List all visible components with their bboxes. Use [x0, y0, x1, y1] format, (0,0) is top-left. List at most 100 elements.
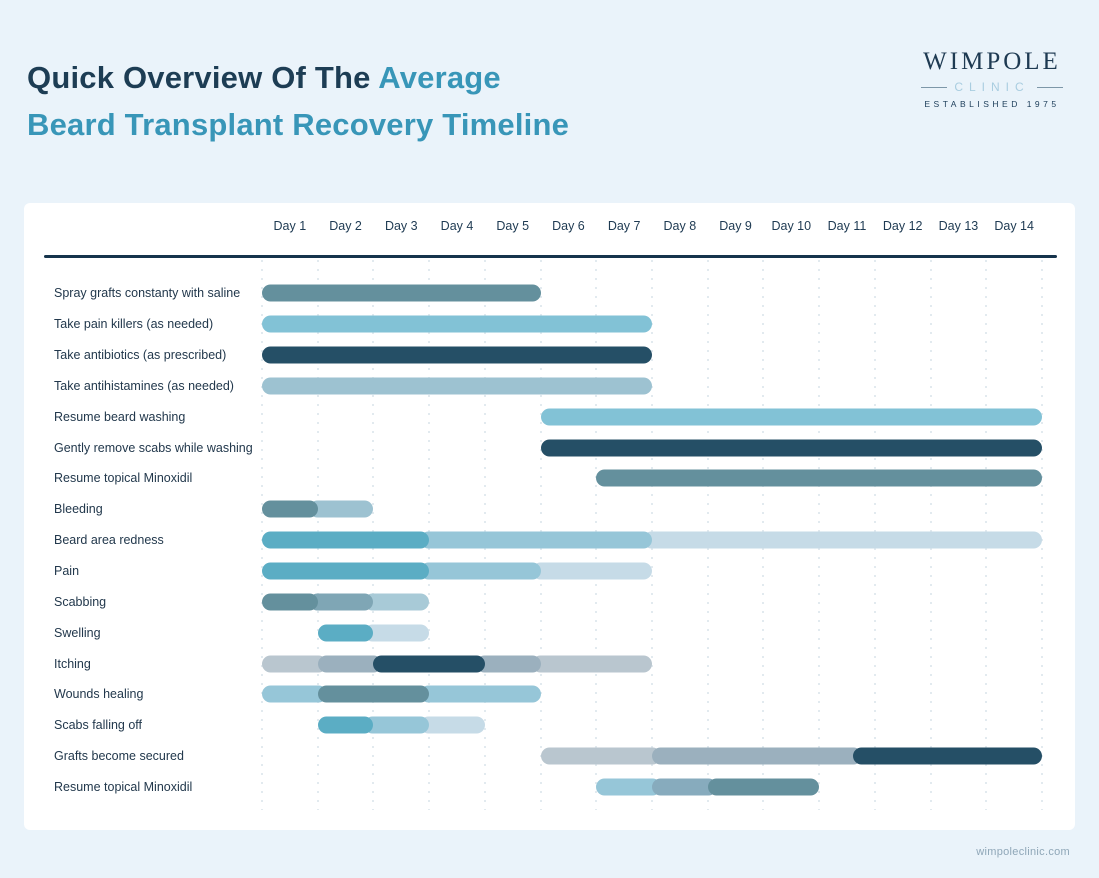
- row-label: Take antihistamines (as needed): [54, 378, 234, 393]
- timeline-bar-segment: [262, 284, 541, 302]
- timeline-bar-segment: [317, 655, 383, 673]
- timeline-bar-segment: [420, 531, 652, 549]
- day-axis-label: Day 14: [994, 219, 1034, 233]
- timeline-bar-segment: [652, 747, 862, 765]
- timeline-bar-segment: [420, 562, 541, 580]
- table-row: Swelling: [24, 617, 1075, 648]
- logo-left-dash: [921, 86, 948, 88]
- title-line-1: Quick Overview Of The Average: [27, 54, 569, 101]
- row-label: Bleeding: [54, 502, 103, 517]
- day-gridline: [261, 260, 263, 810]
- table-row: Scabs falling off: [24, 710, 1075, 741]
- day-gridline: [1041, 260, 1043, 810]
- table-row: Beard area redness: [24, 525, 1075, 556]
- timeline-bar-segment: [364, 624, 430, 642]
- day-axis-label: Day 10: [771, 219, 812, 233]
- row-label: Take pain killers (as needed): [54, 317, 214, 332]
- day-axis-label: Day 1: [273, 219, 307, 233]
- timeline-bar-segment: [540, 408, 1042, 426]
- timeline-bar-segment: [262, 315, 652, 333]
- logo-clinic-row: CLINIC: [917, 80, 1067, 94]
- timeline-bar-segment: [317, 685, 430, 703]
- row-label: Spray grafts constanty with saline: [54, 286, 241, 301]
- timeline-bar-segment: [596, 469, 1042, 487]
- timeline-bar-segment: [364, 593, 430, 611]
- table-row: Scabbing: [24, 586, 1075, 617]
- table-row: Bleeding: [24, 494, 1075, 525]
- row-label: Beard area redness: [54, 533, 164, 548]
- day-axis-label: Day 3: [384, 219, 418, 233]
- timeline-bar-segment: [643, 531, 1042, 549]
- logo-established: ESTABLISHED 1975: [924, 99, 1060, 109]
- day-axis-label: Day 13: [938, 219, 979, 233]
- timeline-chart-card: Day 1 Day 2 Day 3 Day 4 Day 5 Day 6 Day 7 Day 8…: [24, 203, 1075, 830]
- table-row: Spray grafts constanty with saline: [24, 278, 1075, 309]
- website-url: wimpoleclinic.com: [976, 846, 1070, 858]
- timeline-bar-segment: [262, 531, 430, 549]
- timeline-bar-segment: [262, 655, 327, 673]
- timeline-bar-segment: [262, 346, 652, 364]
- day-axis-label: Day 4: [440, 219, 474, 233]
- timeline-bar-segment: [420, 716, 485, 734]
- row-label: Grafts become secured: [54, 749, 184, 764]
- row-label: Scabs falling off: [54, 718, 143, 733]
- row-label: Resume topical Minoxidil: [54, 779, 193, 794]
- row-label: Take antibiotics (as prescribed): [54, 348, 227, 363]
- title-accent-text: Average: [378, 60, 501, 95]
- timeline-bar-segment: [262, 685, 327, 703]
- row-label: Swelling: [54, 625, 101, 640]
- timeline-bar-segment: [707, 778, 820, 796]
- row-label: Gently remove scabs while washing: [54, 440, 253, 455]
- timeline-bar-segment: [475, 655, 541, 673]
- day-axis-label: Day 11: [827, 219, 867, 233]
- day-axis-label: Day 5: [496, 219, 530, 233]
- table-row: Take pain killers (as needed): [24, 309, 1075, 340]
- row-label: Resume topical Minoxidil: [54, 471, 193, 486]
- table-row: Itching: [24, 648, 1075, 679]
- timeline-bar-segment: [531, 655, 652, 673]
- timeline-bar-segment: [540, 439, 1042, 457]
- timeline-bar-segment: [308, 500, 374, 518]
- day-axis-label: Day 8: [663, 219, 697, 233]
- logo-right-dash: [1036, 86, 1063, 88]
- timeline-bar-segment: [317, 716, 374, 734]
- title-dark-text: Quick Overview Of The: [27, 60, 379, 95]
- timeline-bar-segment: [262, 500, 318, 518]
- timeline-bar-segment: [420, 685, 541, 703]
- table-row: Take antibiotics (as prescribed): [24, 340, 1075, 371]
- logo-wordmark: WIMPOLE: [923, 48, 1061, 75]
- timeline-bar-segment: [852, 747, 1042, 765]
- day-axis-label: Day 9: [719, 219, 752, 233]
- axis-divider-line: [44, 255, 1057, 258]
- day-axis-label: Day 2: [329, 219, 362, 233]
- wimpole-clinic-logo: WIMPOLE CLINIC ESTABLISHED 1975: [917, 48, 1067, 109]
- table-row: Grafts become secured: [24, 741, 1075, 772]
- timeline-bar-segment: [540, 747, 661, 765]
- table-row: Pain: [24, 556, 1075, 587]
- timeline-bar-segment: [652, 778, 717, 796]
- table-row: Resume topical Minoxidil: [24, 463, 1075, 494]
- table-row: Gently remove scabs while washing: [24, 432, 1075, 463]
- logo-subtitle: CLINIC: [954, 80, 1030, 94]
- gantt-rows: Spray grafts constanty with saline Take p…: [24, 278, 1075, 802]
- day-axis-label: Day 12: [882, 219, 923, 233]
- table-row: Resume beard washing: [24, 401, 1075, 432]
- row-label: Wounds healing: [54, 687, 144, 702]
- timeline-bar-segment: [262, 377, 652, 395]
- day-axis-label: Day 7: [607, 219, 641, 233]
- timeline-bar-segment: [262, 593, 318, 611]
- table-row: Wounds healing: [24, 679, 1075, 710]
- timeline-bar-segment: [364, 716, 430, 734]
- timeline-bar-segment: [596, 778, 661, 796]
- page-title: Quick Overview Of The Average Beard Tran…: [27, 54, 569, 148]
- day-axis-label: Day 6: [552, 219, 585, 233]
- table-row: Resume topical Minoxidil: [24, 772, 1075, 803]
- timeline-bar-segment: [531, 562, 652, 580]
- timeline-bar-segment: [308, 593, 374, 611]
- timeline-bar-segment: [262, 562, 430, 580]
- table-row: Take antihistamines (as needed): [24, 371, 1075, 402]
- row-label: Itching: [54, 656, 91, 671]
- row-label: Resume beard washing: [54, 409, 186, 424]
- timeline-bar-segment: [373, 655, 485, 673]
- timeline-bar-segment: [317, 624, 374, 642]
